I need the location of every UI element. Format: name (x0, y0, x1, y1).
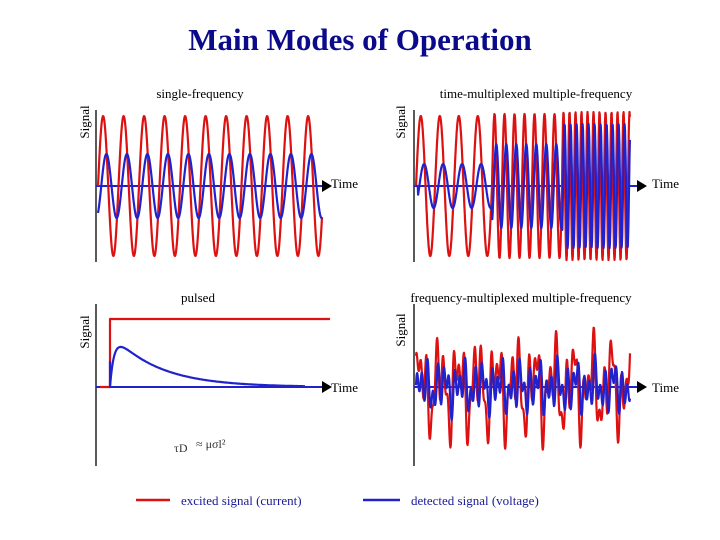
legend-excited-label: excited signal (current) (181, 493, 302, 508)
time-multiplexed-x-arrow (637, 180, 647, 192)
single-frequency-title: single-frequency (156, 86, 244, 101)
panel-pulsed: pulsed Signal Time τD ≈ μσl² (77, 290, 358, 466)
frequency-multiplexed-ylabel: Signal (393, 313, 408, 347)
pulsed-detected-decay (108, 345, 306, 389)
pulsed-formula-lhs: τD (174, 441, 188, 455)
frequency-multiplexed-xlabel: Time (652, 380, 679, 395)
page-title: Main Modes of Operation (188, 22, 532, 57)
frequency-multiplexed-detected-trace (414, 352, 632, 422)
panel-frequency-multiplexed: frequency-multiplexed multiple-frequency… (393, 290, 679, 466)
pulsed-formula-rhs: ≈ μσl² (196, 437, 226, 451)
time-multiplexed-title: time-multiplexed multiple-frequency (440, 86, 633, 101)
time-multiplexed-detected-trace (415, 122, 631, 250)
single-frequency-x-arrow (322, 180, 332, 192)
frequency-multiplexed-x-arrow (637, 381, 647, 393)
frequency-multiplexed-excited-trace (414, 326, 632, 451)
panel-time-multiplexed: time-multiplexed multiple-frequency Sign… (393, 86, 679, 262)
single-frequency-excited-trace (96, 115, 324, 257)
pulsed-excited-step (100, 317, 330, 389)
legend-detected-label: detected signal (voltage) (411, 493, 539, 508)
pulsed-x-arrow (322, 381, 332, 393)
time-multiplexed-xlabel: Time (652, 176, 679, 191)
frequency-multiplexed-title: frequency-multiplexed multiple-frequency (410, 290, 632, 305)
single-frequency-ylabel: Signal (77, 105, 92, 139)
pulsed-ylabel: Signal (77, 315, 92, 349)
legend: excited signal (current) detected signal… (136, 493, 539, 508)
panel-single-frequency: single-frequency Signal Time (77, 86, 358, 262)
pulsed-title: pulsed (181, 290, 215, 305)
single-frequency-xlabel: Time (331, 176, 358, 191)
single-frequency-detected-trace (96, 152, 323, 220)
time-multiplexed-ylabel: Signal (393, 105, 408, 139)
pulsed-xlabel: Time (331, 380, 358, 395)
